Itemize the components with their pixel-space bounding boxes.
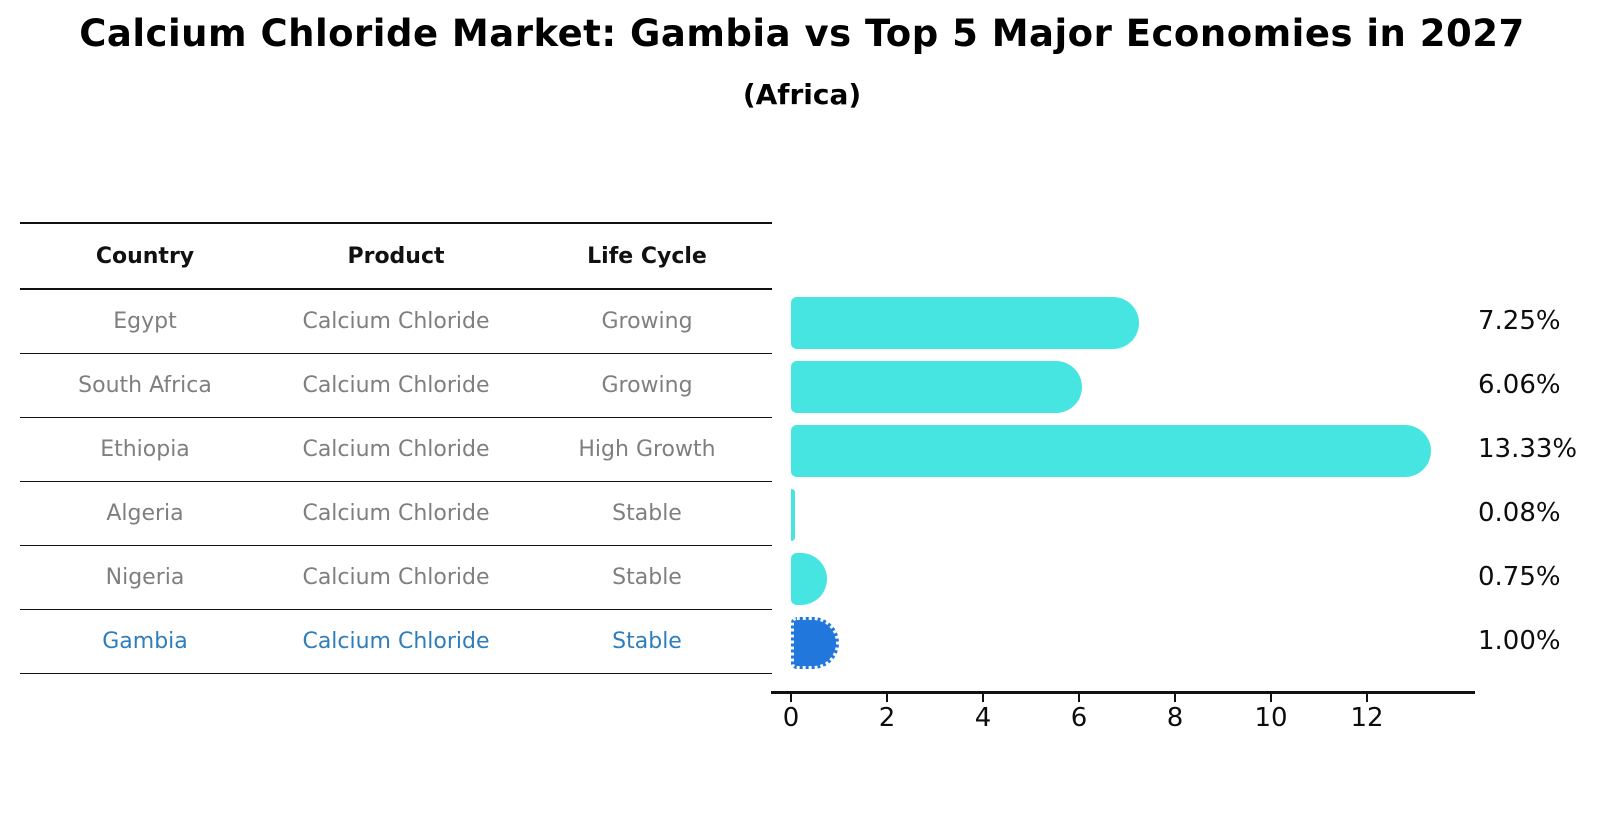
value-label-egypt: 7.25% bbox=[1478, 306, 1561, 336]
value-label-algeria: 0.08% bbox=[1478, 498, 1561, 528]
value-label-gambia: 1.00% bbox=[1478, 626, 1561, 656]
x-axis-tick bbox=[1078, 693, 1080, 702]
cell-country: Gambia bbox=[102, 629, 188, 654]
bar-algeria bbox=[791, 489, 795, 541]
value-label-ethiopia: 13.33% bbox=[1478, 434, 1578, 464]
cell-life-cycle: Stable bbox=[612, 629, 682, 654]
cell-country: Algeria bbox=[106, 501, 184, 526]
cell-product: Calcium Chloride bbox=[302, 501, 490, 526]
table-row-ethiopia: Ethiopia Calcium Chloride High Growth bbox=[20, 418, 772, 482]
table-header-life-cycle: Life Cycle bbox=[587, 243, 707, 269]
cell-country: Egypt bbox=[113, 309, 177, 334]
chart-title: Calcium Chloride Market: Gambia vs Top 5… bbox=[79, 12, 1525, 55]
value-label-nigeria: 0.75% bbox=[1478, 562, 1561, 592]
cell-product: Calcium Chloride bbox=[302, 629, 490, 654]
x-axis-line bbox=[771, 691, 1475, 694]
x-axis-tick-label: 12 bbox=[1350, 703, 1384, 733]
x-axis-tick bbox=[1270, 693, 1272, 702]
x-axis-tick-label: 4 bbox=[974, 703, 992, 733]
bar-gambia bbox=[791, 617, 839, 669]
bar-egypt bbox=[791, 297, 1139, 349]
x-axis-tick-label: 10 bbox=[1254, 703, 1288, 733]
table-row-egypt: Egypt Calcium Chloride Growing bbox=[20, 290, 772, 354]
table-row-south-africa: South Africa Calcium Chloride Growing bbox=[20, 354, 772, 418]
x-axis-tick bbox=[982, 693, 984, 702]
bar-ethiopia bbox=[791, 425, 1431, 477]
x-axis-tick bbox=[1174, 693, 1176, 702]
cell-life-cycle: High Growth bbox=[578, 437, 716, 462]
cell-country: Ethiopia bbox=[100, 437, 190, 462]
table-row-nigeria: Nigeria Calcium Chloride Stable bbox=[20, 546, 772, 610]
x-axis-tick bbox=[790, 693, 792, 702]
table-body: Egypt Calcium Chloride Growing South Africa… bbox=[20, 290, 772, 674]
table-header-country: Country bbox=[95, 243, 195, 269]
cell-life-cycle: Growing bbox=[601, 373, 693, 398]
bar-nigeria bbox=[791, 553, 827, 605]
country-table: Country Product Life Cycle Egypt Calcium … bbox=[20, 222, 772, 674]
x-axis-tick-label: 2 bbox=[878, 703, 896, 733]
cell-life-cycle: Stable bbox=[612, 565, 682, 590]
cell-life-cycle: Stable bbox=[612, 501, 682, 526]
cell-product: Calcium Chloride bbox=[302, 437, 490, 462]
table-row-gambia: Gambia Calcium Chloride Stable bbox=[20, 610, 772, 674]
bar-south-africa bbox=[791, 361, 1082, 413]
cell-country: South Africa bbox=[78, 373, 212, 398]
cell-product: Calcium Chloride bbox=[302, 373, 490, 398]
x-axis-tick bbox=[1366, 693, 1368, 702]
x-axis-tick-label: 0 bbox=[782, 703, 800, 733]
table-header-product: Product bbox=[347, 243, 445, 269]
cell-product: Calcium Chloride bbox=[302, 309, 490, 334]
x-axis-tick-label: 8 bbox=[1166, 703, 1184, 733]
value-label-south-africa: 6.06% bbox=[1478, 370, 1561, 400]
table-header-row: Country Product Life Cycle bbox=[20, 222, 772, 290]
chart-subtitle: (Africa) bbox=[742, 78, 862, 111]
cell-country: Nigeria bbox=[105, 565, 185, 590]
cell-life-cycle: Growing bbox=[601, 309, 693, 334]
table-row-algeria: Algeria Calcium Chloride Stable bbox=[20, 482, 772, 546]
x-axis-tick-label: 6 bbox=[1070, 703, 1088, 733]
cell-product: Calcium Chloride bbox=[302, 565, 490, 590]
x-axis-tick bbox=[886, 693, 888, 702]
